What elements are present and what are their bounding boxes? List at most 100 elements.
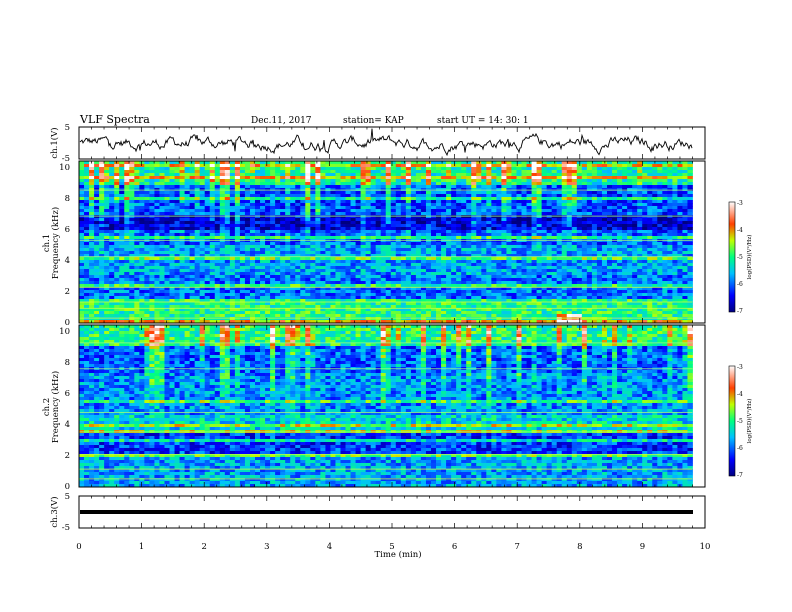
spectrogram-cell: [365, 170, 372, 174]
spectrogram-cell: [144, 233, 150, 237]
spectrogram-cell: [420, 221, 427, 225]
spectrogram-cell: [491, 176, 497, 180]
spectrogram-cell: [516, 263, 522, 267]
spectrogram-cell: [667, 275, 673, 279]
spectrogram-cell: [209, 161, 216, 165]
spectrogram-cell: [471, 191, 477, 195]
spectrogram-cell: [270, 275, 276, 279]
spectrogram-cell: [174, 260, 180, 264]
spectrogram-cell: [169, 200, 175, 204]
spectrogram-cell: [546, 230, 553, 234]
spectrogram-cell: [224, 206, 231, 210]
spectrogram-cell: [295, 260, 301, 264]
spectrogram-cell: [375, 200, 382, 204]
spectrogram-cell: [335, 185, 341, 189]
spectrogram-cell: [556, 227, 563, 231]
spectrogram-cell: [622, 164, 628, 168]
spectrogram-cell: [561, 227, 568, 231]
spectrogram-cell: [672, 197, 678, 201]
spectrogram-cell: [139, 197, 145, 201]
spectrogram-cell: [325, 230, 331, 234]
spectrogram-cell: [471, 176, 477, 180]
spectrogram-cell: [496, 272, 502, 276]
spectrogram-cell: [255, 236, 261, 240]
spectrogram-cell: [275, 230, 281, 234]
spectrogram-cell: [436, 194, 442, 198]
spectrogram-cell: [114, 257, 120, 261]
spectrogram-cell: [320, 173, 326, 177]
spectrogram-cell: [446, 179, 452, 183]
spectrogram-cell: [672, 230, 678, 234]
spectrogram-cell: [471, 245, 477, 249]
spectrogram-cell: [496, 260, 502, 264]
date-label: Dec.11, 2017: [251, 116, 312, 126]
spectrogram-cell: [234, 272, 241, 276]
spectrogram-cell: [566, 275, 573, 279]
spectrogram-cell: [456, 161, 462, 165]
spectrogram-cell: [637, 212, 643, 216]
spectrogram-cell: [174, 203, 180, 207]
spectrogram-cell: [375, 254, 382, 258]
spectrogram-cell: [496, 179, 502, 183]
spectrogram-cell: [144, 266, 150, 270]
spectrogram-cell: [672, 233, 678, 237]
spectrogram-cell: [556, 248, 563, 252]
spectrogram-cell: [335, 197, 341, 201]
spectrogram-cell: [451, 218, 457, 222]
spectrogram-cell: [566, 269, 573, 273]
spectrogram-cell: [234, 191, 241, 195]
spectrogram-cell: [446, 218, 452, 222]
spectrogram-cell: [501, 257, 507, 261]
spectrogram-cell: [551, 176, 558, 180]
spectrogram-cell: [300, 278, 306, 282]
spectrogram-cell: [249, 275, 256, 279]
spectrogram-cell: [320, 269, 326, 273]
spectrogram-cell: [586, 266, 593, 270]
spectrogram-cell: [315, 218, 321, 222]
spectrogram-cell: [612, 257, 618, 261]
spectrogram-cell: [471, 254, 477, 258]
spectrogram-cell: [139, 242, 145, 246]
spectrogram-cell: [134, 185, 140, 189]
spectrogram-cell: [280, 275, 286, 279]
spectrogram-cell: [300, 194, 306, 198]
spectrogram-cell: [652, 224, 658, 228]
spectrogram-cell: [667, 278, 673, 282]
spectrogram-cell: [436, 182, 442, 186]
spectrogram-cell: [420, 227, 427, 231]
spectrogram-cell: [345, 245, 351, 249]
spectrogram-cell: [114, 221, 120, 225]
spectrogram-cell: [466, 248, 472, 252]
spectrogram-cell: [556, 236, 563, 240]
spectrogram-cell: [249, 194, 256, 198]
spectrogram-cell: [305, 242, 311, 246]
spectrogram-cell: [285, 176, 291, 180]
spectrogram-cell: [657, 266, 663, 270]
spectrogram-cell: [244, 251, 251, 255]
spectrogram-cell: [607, 278, 613, 282]
spectrogram-cell: [335, 266, 341, 270]
spectrogram-cell: [134, 266, 140, 270]
spectrogram-cell: [300, 209, 306, 213]
spectrogram-cell: [84, 218, 90, 222]
spectrogram-cell: [436, 212, 442, 216]
spectrogram-cell: [647, 218, 653, 222]
spectrogram-cell: [405, 161, 412, 165]
spectrogram-cell: [415, 275, 422, 279]
spectrogram-cell: [214, 170, 221, 174]
spectrogram-cell: [405, 200, 412, 204]
spectrogram-cell: [627, 218, 633, 222]
spectrogram-cell: [199, 248, 206, 252]
spectrogram-cell: [617, 230, 623, 234]
spectrogram-cell: [486, 248, 492, 252]
spectrogram-cell: [325, 257, 331, 261]
spectrogram-cell: [647, 254, 653, 258]
spectrogram-cell: [456, 164, 462, 168]
spectrogram-cell: [511, 209, 517, 213]
spectrogram-cell: [687, 275, 693, 279]
spectrogram-cell: [551, 191, 558, 195]
spectrogram-cell: [531, 257, 537, 261]
spectrogram-cell: [335, 272, 341, 276]
spectrogram-cell: [275, 161, 281, 165]
spectrogram-cell: [114, 245, 120, 249]
